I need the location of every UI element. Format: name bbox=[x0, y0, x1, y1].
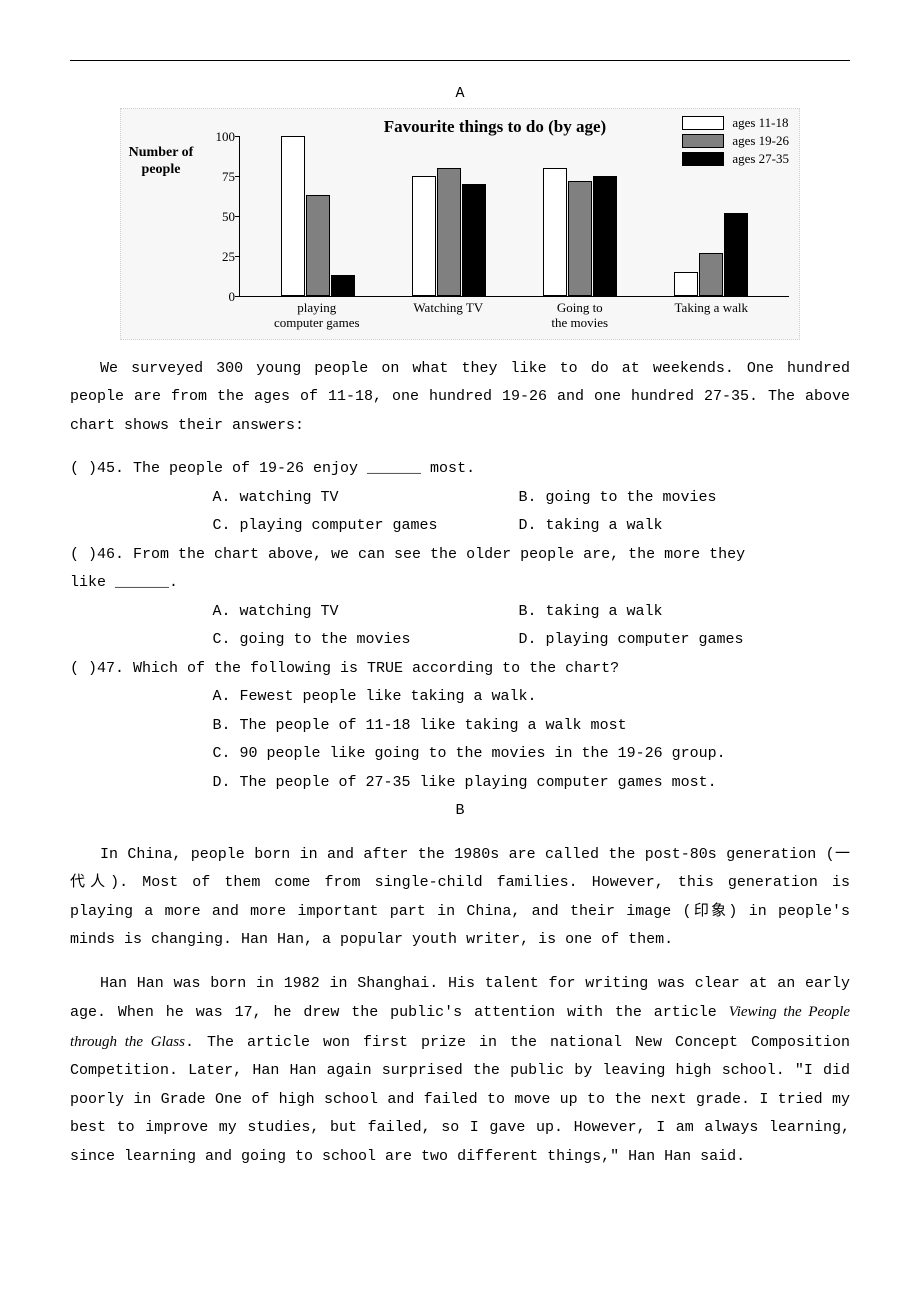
question-45: ( )45. The people of 19-26 enjoy ______ … bbox=[70, 455, 850, 484]
bar bbox=[437, 168, 461, 296]
question-46-line2: like ______. bbox=[70, 569, 850, 598]
bar-group bbox=[412, 168, 486, 296]
x-axis-labels: playingcomputer gamesWatching TVGoing to… bbox=[239, 297, 789, 331]
option: C. 90 people like going to the movies in… bbox=[213, 740, 851, 769]
chart-container: ages 11-18 ages 19-26 ages 27-35 Number … bbox=[120, 108, 800, 340]
plot-area bbox=[240, 137, 789, 297]
option: A. watching TV bbox=[213, 598, 519, 627]
bar bbox=[724, 213, 748, 296]
legend-swatch bbox=[682, 116, 724, 130]
option: D. taking a walk bbox=[519, 512, 825, 541]
section-a-label: A bbox=[70, 85, 850, 102]
question-47: ( )47. Which of the following is TRUE ac… bbox=[70, 655, 850, 684]
y-tick-label: 0 bbox=[229, 289, 236, 305]
y-tick-label: 100 bbox=[216, 129, 236, 145]
x-tick-label: playingcomputer games bbox=[251, 301, 383, 331]
y-axis-label: Number of people bbox=[121, 145, 201, 179]
option: A. watching TV bbox=[213, 484, 519, 513]
bar bbox=[568, 181, 592, 296]
bar bbox=[331, 275, 355, 296]
y-tick-label: 75 bbox=[222, 169, 235, 185]
section-b-label: B bbox=[70, 797, 850, 826]
bar bbox=[306, 195, 330, 296]
p2-part-b: . The article won first prize in the nat… bbox=[70, 1034, 850, 1165]
bar bbox=[674, 272, 698, 296]
y-tick-label: 25 bbox=[222, 249, 235, 265]
y-tick-label: 50 bbox=[222, 209, 235, 225]
passage-b-p1: In China, people born in and after the 1… bbox=[70, 841, 850, 955]
bar bbox=[543, 168, 567, 296]
intro-paragraph: We surveyed 300 young people on what the… bbox=[70, 355, 850, 441]
option: B. taking a walk bbox=[519, 598, 825, 627]
x-tick-label: Going tothe movies bbox=[514, 301, 646, 331]
x-tick-label: Watching TV bbox=[383, 301, 515, 331]
question-46-line1: ( )46. From the chart above, we can see … bbox=[70, 541, 850, 570]
body-text: We surveyed 300 young people on what the… bbox=[70, 355, 850, 1172]
bar bbox=[699, 253, 723, 296]
option: C. playing computer games bbox=[213, 512, 519, 541]
option: B. The people of 11-18 like taking a wal… bbox=[213, 712, 851, 741]
passage-b-p2: Han Han was born in 1982 in Shanghai. Hi… bbox=[70, 970, 850, 1172]
plot: 0255075100 bbox=[201, 137, 789, 297]
bar bbox=[462, 184, 486, 296]
legend-label: ages 11-18 bbox=[732, 115, 788, 131]
q46-options: A. watching TVB. taking a walk C. going … bbox=[70, 598, 850, 655]
option: C. going to the movies bbox=[213, 626, 519, 655]
bar bbox=[593, 176, 617, 296]
bar bbox=[412, 176, 436, 296]
option: B. going to the movies bbox=[519, 484, 825, 513]
bar-group bbox=[281, 136, 355, 296]
x-tick-label: Taking a walk bbox=[646, 301, 778, 331]
option: A. Fewest people like taking a walk. bbox=[213, 683, 851, 712]
option: D. playing computer games bbox=[519, 626, 825, 655]
bar-group bbox=[674, 213, 748, 296]
y-label-line: people bbox=[121, 162, 201, 179]
q47-options: A. Fewest people like taking a walk. B. … bbox=[70, 683, 850, 797]
bar bbox=[281, 136, 305, 296]
option: D. The people of 27-35 like playing comp… bbox=[213, 769, 851, 798]
top-rule bbox=[70, 60, 850, 61]
bar-group bbox=[543, 168, 617, 296]
legend-item: ages 11-18 bbox=[682, 115, 789, 131]
q45-options: A. watching TVB. going to the movies C. … bbox=[70, 484, 850, 541]
y-axis: 0255075100 bbox=[201, 137, 240, 297]
y-label-line: Number of bbox=[121, 145, 201, 162]
